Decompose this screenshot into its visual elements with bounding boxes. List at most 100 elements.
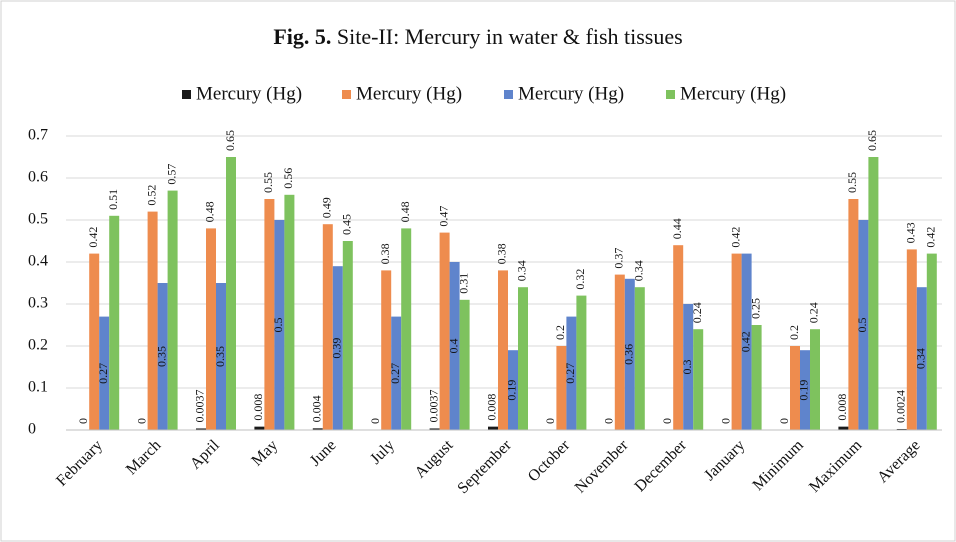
- value-label: 0.32: [573, 269, 587, 290]
- value-label: 0: [76, 418, 90, 424]
- value-label: 0.55: [261, 172, 275, 193]
- legend-label: Mercury (Hg): [680, 83, 786, 104]
- legend-swatch: [342, 90, 351, 99]
- value-label: 0.65: [223, 130, 237, 151]
- value-label: 0.57: [164, 164, 178, 185]
- value-label: 0.44: [670, 218, 684, 239]
- bar: [206, 228, 216, 430]
- value-label: 0.38: [495, 243, 509, 264]
- legend-label: Mercury (Hg): [356, 83, 462, 104]
- title-text: Site-II: Mercury in water & fish tissues: [337, 24, 683, 49]
- bar: [916, 287, 927, 430]
- bar: [147, 211, 158, 430]
- value-label: 0.52: [144, 185, 158, 206]
- value-label: 0.56: [281, 168, 295, 189]
- bar: [634, 287, 645, 430]
- value-label: 0.42: [738, 331, 752, 352]
- title-prefix: Fig. 5.: [273, 24, 331, 49]
- value-label: 0.51: [106, 189, 120, 210]
- bar: [858, 220, 869, 430]
- bar: [731, 253, 742, 430]
- value-label: 0.2: [787, 325, 801, 340]
- value-label: 0.45: [340, 214, 354, 235]
- value-label: 0.24: [690, 302, 704, 323]
- bar: [926, 253, 937, 430]
- bar: [381, 270, 392, 430]
- value-label: 0.27: [96, 363, 110, 384]
- value-label: 0.55: [845, 172, 859, 193]
- value-label: 0.008: [485, 394, 499, 421]
- bar: [99, 316, 110, 430]
- bar: [157, 283, 168, 430]
- bar: [459, 299, 470, 430]
- bar: [751, 325, 762, 430]
- bar: [274, 220, 285, 430]
- value-label: 0.34: [632, 260, 646, 281]
- value-label: 0.5: [271, 318, 285, 333]
- value-label: 0.004: [310, 395, 324, 422]
- bar: [264, 199, 275, 430]
- value-label: 0.48: [203, 201, 217, 222]
- value-label: 0.38: [378, 243, 392, 264]
- value-label: 0.34: [515, 260, 529, 281]
- value-label: 0.24: [807, 302, 821, 323]
- bar: [322, 224, 333, 430]
- bar: [683, 304, 694, 430]
- value-label: 0.25: [748, 298, 762, 319]
- bar: [439, 232, 450, 430]
- value-label: 0.4: [446, 339, 460, 354]
- value-label: 0.48: [398, 201, 412, 222]
- bar: [508, 350, 518, 430]
- bar: [800, 350, 810, 430]
- bar: [624, 278, 635, 430]
- bar: [488, 426, 498, 430]
- bar: [254, 426, 265, 430]
- bar: [89, 253, 100, 430]
- bar: [167, 190, 178, 430]
- legend-label: Mercury (Hg): [196, 83, 302, 104]
- value-label: 0.49: [320, 197, 334, 218]
- value-label: 0.36: [622, 344, 636, 365]
- value-label: 0.34: [914, 348, 928, 369]
- bar: [196, 428, 206, 430]
- y-tick-label: 0.6: [28, 169, 48, 186]
- bar: [518, 287, 528, 430]
- bar: [868, 157, 879, 430]
- bar: [449, 262, 460, 430]
- value-label: 0: [368, 418, 382, 424]
- value-label: 0: [660, 418, 674, 424]
- value-label: 0.27: [563, 363, 577, 384]
- bar: [576, 295, 587, 430]
- value-label: 0.5: [855, 318, 869, 333]
- value-label: 0.35: [154, 346, 168, 367]
- value-label: 0.47: [436, 206, 450, 227]
- value-label: 0.0037: [193, 389, 207, 422]
- y-tick-label: 0.1: [28, 379, 48, 396]
- value-label: 0.39: [330, 338, 344, 359]
- bar: [790, 346, 800, 430]
- value-label: 0: [718, 418, 732, 424]
- bar: [284, 194, 295, 430]
- bar: [216, 283, 226, 430]
- legend-swatch: [504, 90, 513, 99]
- value-label: 0: [602, 418, 616, 424]
- value-label: 0.42: [86, 227, 100, 248]
- bar: [838, 426, 849, 430]
- bar: [342, 241, 353, 430]
- y-tick-label: 0.5: [28, 211, 48, 228]
- bar: [810, 329, 820, 430]
- value-label: 0: [777, 418, 791, 424]
- bar: [741, 253, 752, 430]
- value-label: 0.31: [456, 273, 470, 294]
- value-label: 0.008: [835, 394, 849, 421]
- bar: [391, 316, 402, 430]
- bar: [848, 199, 859, 430]
- bar: [673, 245, 684, 430]
- chart-title: Fig. 5. Site-II: Mercury in water & fish…: [273, 24, 682, 49]
- value-label: 0.42: [728, 227, 742, 248]
- value-label: 0.3: [680, 360, 694, 375]
- bar: [429, 428, 440, 430]
- legend-swatch: [182, 90, 191, 99]
- value-label: 0.42: [924, 227, 938, 248]
- value-label: 0.19: [505, 380, 519, 401]
